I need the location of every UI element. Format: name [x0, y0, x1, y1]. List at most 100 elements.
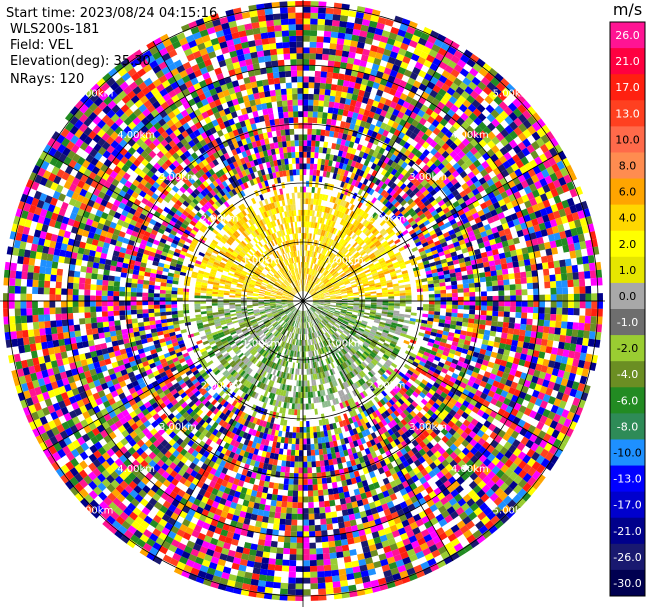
radar-bin: [102, 321, 110, 328]
radar-bin: [27, 322, 34, 330]
radar-bin: [504, 301, 511, 307]
radar-bin: [341, 302, 348, 304]
radar-bin: [343, 319, 350, 323]
radar-bin: [503, 311, 510, 318]
radar-bin: [196, 339, 203, 345]
radar-bin: [367, 379, 374, 386]
radar-bin: [428, 353, 436, 360]
radar-bin: [497, 311, 505, 317]
radar-bin: [320, 466, 326, 473]
radar-bin: [108, 320, 115, 327]
radar-bin: [448, 409, 457, 417]
radar-bin: [535, 363, 543, 372]
radar-bin: [384, 323, 392, 327]
radar-bin: [423, 385, 431, 393]
radar-bin: [453, 455, 462, 464]
radar-bin: [469, 301, 476, 306]
radar-bin: [547, 411, 556, 421]
radar-bin: [104, 331, 111, 338]
radar-bin: [413, 397, 421, 405]
radar-bin: [309, 308, 314, 314]
radar-bin: [474, 378, 482, 386]
radar-bin: [328, 494, 335, 501]
radar-bin: [50, 326, 58, 335]
radar-bin: [361, 361, 368, 368]
radar-bin: [482, 387, 491, 396]
radar-bin: [330, 304, 336, 307]
radar-bin: [333, 332, 339, 338]
radar-bin: [370, 308, 377, 311]
radar-bin: [356, 330, 363, 335]
radar-bin: [295, 444, 300, 451]
radar-bin: [437, 439, 446, 448]
radar-bin: [536, 421, 545, 431]
radar-bin: [434, 307, 441, 312]
radar-bin: [489, 431, 498, 440]
radar-bin: [469, 438, 478, 447]
radar-bin: [487, 453, 496, 462]
radar-bin: [402, 324, 409, 330]
radar-bin: [555, 314, 563, 322]
radar-bin: [486, 444, 495, 454]
radar-bin: [38, 321, 46, 329]
radar-bin: [335, 307, 342, 311]
radar-bin: [310, 443, 315, 450]
radar-bin: [333, 313, 340, 317]
radar-bin: [288, 565, 297, 572]
radar-bin: [509, 317, 516, 324]
radar-bin: [306, 449, 312, 456]
radar-bin: [435, 333, 443, 339]
radar-bin: [369, 369, 376, 376]
radar-bin: [480, 305, 487, 311]
radar-bin: [384, 394, 392, 402]
radar-bin: [585, 353, 593, 363]
radar-bin: [360, 345, 367, 352]
radar-bin: [483, 420, 492, 429]
radar-bin: [317, 307, 323, 311]
radar-bin: [303, 531, 310, 538]
radar-bin: [531, 375, 539, 384]
radar-bin: [336, 551, 344, 559]
radar-bin: [318, 501, 325, 508]
radar-bin: [442, 398, 450, 406]
radar-bin: [380, 346, 388, 352]
radar-bin: [429, 431, 438, 439]
radar-bin: [464, 427, 472, 436]
radar-bin: [534, 398, 543, 407]
radar-bin: [321, 310, 328, 315]
radar-bin: [320, 518, 327, 525]
radar-bin: [428, 307, 435, 312]
radar-bin: [303, 479, 308, 485]
radar-bin: [381, 373, 389, 380]
radar-bin: [396, 323, 403, 328]
radar-bin: [381, 355, 388, 362]
radar-bin: [473, 347, 481, 354]
radar-bin: [370, 306, 377, 309]
radar-bin: [480, 364, 488, 372]
radar-bin: [558, 341, 565, 350]
radar-bin: [272, 375, 277, 382]
radar-bin: [343, 329, 350, 335]
radar-bin: [21, 329, 29, 338]
radar-bin: [529, 337, 537, 345]
radar-bin: [381, 390, 388, 397]
radar-bin: [183, 309, 190, 314]
radar-bin: [458, 371, 466, 378]
radar-bin: [314, 449, 320, 456]
radar-bin: [330, 362, 335, 369]
radar-bin: [509, 462, 518, 472]
radar-bin: [588, 331, 596, 340]
radar-bin: [554, 327, 561, 335]
radar-bin: [427, 314, 435, 319]
radar-bin: [332, 581, 341, 588]
radar-bin: [492, 363, 501, 371]
radar-bin: [340, 538, 349, 546]
radar-bin: [526, 312, 534, 320]
radar-bin: [324, 317, 330, 322]
radar-bin: [579, 308, 586, 316]
radar-bin: [446, 304, 453, 309]
radar-bin: [272, 369, 277, 376]
radar-bin: [86, 334, 94, 341]
radar-bin: [392, 335, 399, 341]
radar-bin: [363, 312, 370, 316]
